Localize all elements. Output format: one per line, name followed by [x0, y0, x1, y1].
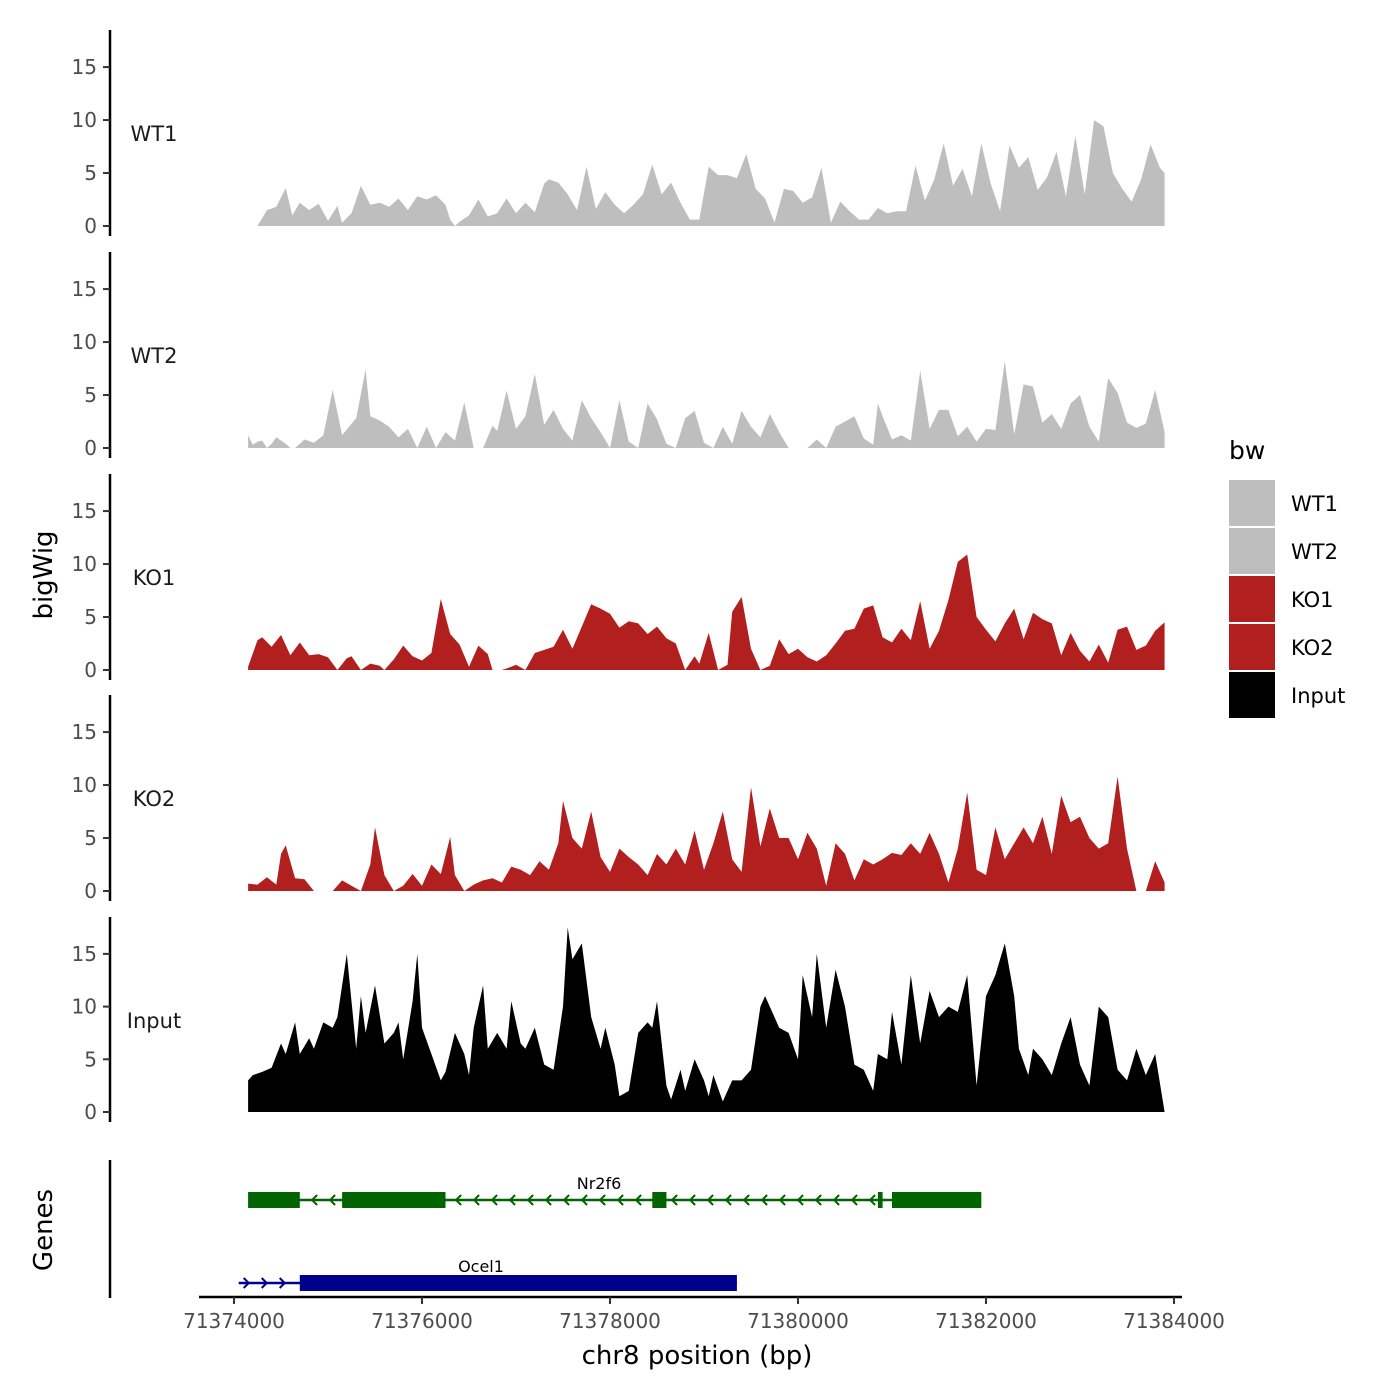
exon	[342, 1192, 375, 1208]
legend-label: WT1	[1291, 492, 1338, 516]
track-label: KO2	[133, 787, 176, 811]
exon	[248, 1192, 300, 1208]
strand-arrow	[472, 1194, 480, 1206]
legend-swatch	[1229, 672, 1275, 718]
y-tick-label: 15	[72, 277, 97, 301]
strand-arrow	[562, 1194, 570, 1206]
signal-area-input	[248, 927, 1165, 1112]
strand-arrow	[778, 1194, 786, 1206]
y-tick-label: 15	[72, 942, 97, 966]
legend-swatch	[1229, 480, 1275, 526]
y-tick-label: 0	[84, 879, 97, 903]
strand-arrow	[832, 1194, 840, 1206]
y-tick-label: 0	[84, 436, 97, 460]
legend-label: Input	[1291, 684, 1345, 708]
legend: bw WT1 WT2 KO1 KO2 Input	[1229, 436, 1345, 718]
strand-arrow	[580, 1194, 588, 1206]
exon	[877, 1192, 883, 1208]
y-tick-label: 0	[84, 214, 97, 238]
signal-area-ko2	[248, 776, 1165, 891]
exon	[892, 1192, 982, 1208]
strand-arrow	[490, 1194, 498, 1206]
strand-arrow	[242, 1277, 251, 1289]
y-tick-label: 5	[84, 383, 97, 407]
track-label: Input	[127, 1009, 181, 1033]
signal-area-wt2	[248, 361, 1165, 448]
track-wt1: 0 5 10 15 WT1	[72, 30, 1165, 238]
y-tick-label: 0	[84, 1100, 97, 1124]
y-tick-label: 5	[84, 826, 97, 850]
strand-arrow	[706, 1194, 714, 1206]
strand-arrow	[310, 1194, 318, 1206]
legend-swatch	[1229, 624, 1275, 670]
track-input: 0 5 10 15 Input	[72, 917, 1165, 1124]
track-label: KO1	[133, 566, 176, 590]
y-tick-label: 15	[72, 55, 97, 79]
exon	[375, 1192, 446, 1208]
strand-arrow	[796, 1194, 804, 1206]
strand-arrow	[850, 1194, 858, 1206]
signal-tracks: 0 5 10 15 WT1 0 5 10 15 WT2 0 5 10 15 KO1 0 5 10 15 KO2 0 5 10…	[72, 30, 1165, 1124]
track-label: WT1	[131, 122, 178, 146]
gene-ocel1: Ocel1	[238, 1257, 737, 1291]
x-tick-label: 71376000	[371, 1309, 473, 1333]
legend-label: KO1	[1291, 588, 1334, 612]
y-tick-label: 10	[72, 330, 97, 354]
gene-name: Nr2f6	[577, 1174, 622, 1193]
x-tick-label: 71378000	[559, 1309, 661, 1333]
y-tick-label: 10	[72, 108, 97, 132]
strand-arrow	[544, 1194, 552, 1206]
y-tick-label: 0	[84, 658, 97, 682]
strand-arrow	[526, 1194, 534, 1206]
legend-title: bw	[1229, 436, 1265, 465]
x-tick-label: 71382000	[935, 1309, 1037, 1333]
legend-label: KO2	[1291, 636, 1334, 660]
strand-arrow	[760, 1194, 768, 1206]
y-tick-label: 10	[72, 995, 97, 1019]
gene-name: Ocel1	[458, 1257, 504, 1276]
exon	[652, 1192, 667, 1208]
y-tick-label: 10	[72, 773, 97, 797]
strand-arrow	[814, 1194, 822, 1206]
x-tick-label: 71384000	[1123, 1309, 1225, 1333]
strand-arrow	[328, 1194, 336, 1206]
x-tick-label: 71374000	[183, 1309, 285, 1333]
strand-arrow	[868, 1194, 876, 1206]
x-tick-label: 71380000	[747, 1309, 849, 1333]
y-tick-label: 15	[72, 499, 97, 523]
gene-track: Nr2f6 Ocel1	[108, 1160, 982, 1298]
strand-arrow	[688, 1194, 696, 1206]
strand-arrow	[616, 1194, 624, 1206]
strand-arrow	[260, 1277, 269, 1289]
x-axis: 71374000 71376000 71378000 71380000 71382000…	[183, 1295, 1225, 1333]
y-tick-label: 5	[84, 1047, 97, 1071]
track-wt2: 0 5 10 15 WT2	[72, 252, 1165, 460]
strand-arrow	[670, 1194, 678, 1206]
track-ko1: 0 5 10 15 KO1	[72, 474, 1165, 682]
y-tick-label: 10	[72, 552, 97, 576]
legend-swatch	[1229, 528, 1275, 574]
gene-nr2f6: Nr2f6	[248, 1174, 982, 1208]
strand-arrow	[598, 1194, 606, 1206]
legend-label: WT2	[1291, 540, 1338, 564]
strand-arrow	[724, 1194, 732, 1206]
y-axis-title: bigWig	[29, 530, 59, 619]
strand-arrow	[278, 1277, 287, 1289]
strand-arrow	[454, 1194, 462, 1206]
x-axis-title: chr8 position (bp)	[582, 1341, 813, 1371]
strand-arrow	[508, 1194, 516, 1206]
track-ko2: 0 5 10 15 KO2	[72, 695, 1165, 903]
y-tick-label: 15	[72, 720, 97, 744]
exon	[299, 1275, 737, 1291]
y-tick-label: 5	[84, 605, 97, 629]
track-label: WT2	[131, 344, 178, 368]
legend-swatch	[1229, 576, 1275, 622]
strand-arrow	[634, 1194, 642, 1206]
strand-arrow	[742, 1194, 750, 1206]
signal-area-ko1	[248, 554, 1165, 670]
genes-axis-title: Genes	[29, 1189, 59, 1271]
signal-area-wt1	[257, 120, 1165, 226]
y-tick-label: 5	[84, 161, 97, 185]
